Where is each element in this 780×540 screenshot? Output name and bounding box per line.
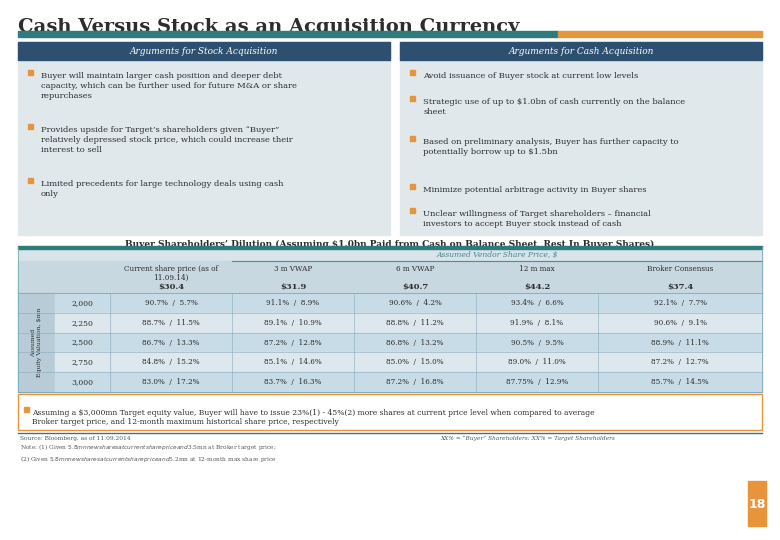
Text: 90.7%  /  5.7%: 90.7% / 5.7%	[144, 299, 197, 307]
Text: $31.9: $31.9	[280, 283, 306, 291]
Text: 93.4%  /  6.6%: 93.4% / 6.6%	[511, 299, 563, 307]
Bar	[55, 372, 110, 392]
Text: Buyer Shareholders’ Dilution (Assuming $1.0bn Paid from Cash on Balance Sheet, R: Buyer Shareholders’ Dilution (Assuming $…	[126, 240, 654, 249]
Text: Arguments for Stock Acquisition: Arguments for Stock Acquisition	[129, 46, 278, 56]
Text: XX% = “Buyer” Shareholders; XX% = Target Shareholders: XX% = “Buyer” Shareholders; XX% = Target…	[440, 436, 615, 441]
Text: Avoid issuance of Buyer stock at current low levels: Avoid issuance of Buyer stock at current…	[423, 72, 638, 80]
Bar	[18, 293, 55, 392]
Text: $40.7: $40.7	[402, 283, 428, 291]
Bar	[28, 70, 33, 75]
Text: Provides upside for Target’s shareholders given “Buyer”
relatively depressed sto: Provides upside for Target’s shareholder…	[41, 126, 292, 153]
Text: Current share price (as of
11.09.14): Current share price (as of 11.09.14)	[124, 265, 218, 282]
Text: 88.9%  /  11.1%: 88.9% / 11.1%	[651, 339, 709, 347]
Text: $44.2: $44.2	[524, 283, 550, 291]
Text: Broker Consensus: Broker Consensus	[647, 265, 713, 273]
Text: 2,250: 2,250	[72, 319, 94, 327]
Bar	[410, 96, 415, 101]
Text: 83.0%  /  17.2%: 83.0% / 17.2%	[142, 378, 200, 386]
Text: Strategic use of up to $1.0bn of cash currently on the balance
sheet: Strategic use of up to $1.0bn of cash cu…	[423, 98, 685, 116]
Bar	[410, 184, 415, 189]
Bar	[18, 247, 762, 392]
Text: 91.1%  /  8.9%: 91.1% / 8.9%	[267, 299, 320, 307]
Text: 2,000: 2,000	[72, 299, 94, 307]
Bar	[18, 31, 558, 37]
Text: Assuming a $3,000mn Target equity value, Buyer will have to issue 23%(1) - 45%(2: Assuming a $3,000mn Target equity value,…	[32, 409, 594, 426]
Text: 83.7%  /  16.3%: 83.7% / 16.3%	[264, 378, 321, 386]
Text: 87.2%  /  12.8%: 87.2% / 12.8%	[264, 339, 322, 347]
Text: 89.1%  /  10.9%: 89.1% / 10.9%	[264, 319, 322, 327]
Bar	[18, 42, 390, 235]
Bar	[410, 70, 415, 75]
Bar	[410, 208, 415, 213]
Text: 2,500: 2,500	[72, 339, 94, 347]
Text: 3,000: 3,000	[72, 378, 94, 386]
Text: Assumed
Equity Valuation, $mn: Assumed Equity Valuation, $mn	[31, 308, 42, 377]
Text: 85.7%  /  14.5%: 85.7% / 14.5%	[651, 378, 709, 386]
Text: 3 m VWAP: 3 m VWAP	[274, 265, 312, 273]
Text: 85.1%  /  14.6%: 85.1% / 14.6%	[264, 359, 322, 366]
Bar	[110, 293, 762, 313]
Text: 91.9%  /  8.1%: 91.9% / 8.1%	[510, 319, 564, 327]
Bar	[55, 313, 110, 333]
Text: 2,750: 2,750	[72, 359, 94, 366]
Bar	[55, 353, 110, 372]
Bar	[400, 42, 762, 235]
Text: 88.8%  /  11.2%: 88.8% / 11.2%	[386, 319, 444, 327]
Text: 88.7%  /  11.5%: 88.7% / 11.5%	[142, 319, 200, 327]
Text: 85.0%  /  15.0%: 85.0% / 15.0%	[386, 359, 444, 366]
Text: 92.1%  /  7.7%: 92.1% / 7.7%	[654, 299, 707, 307]
Text: 87.2%  /  16.8%: 87.2% / 16.8%	[386, 378, 444, 386]
Text: Assumed Vendor Share Price, $: Assumed Vendor Share Price, $	[436, 251, 558, 259]
Text: 86.8%  /  13.2%: 86.8% / 13.2%	[386, 339, 444, 347]
Bar	[18, 42, 390, 60]
Bar	[110, 333, 762, 353]
Bar	[24, 407, 29, 412]
Text: Buyer will maintain larger cash position and deeper debt
capacity, which can be : Buyer will maintain larger cash position…	[41, 72, 297, 99]
Text: 86.7%  /  13.3%: 86.7% / 13.3%	[142, 339, 200, 347]
Text: 6 m VWAP: 6 m VWAP	[395, 265, 434, 273]
Bar	[55, 293, 110, 392]
Bar	[748, 481, 766, 526]
Bar	[410, 136, 415, 141]
Text: Minimize potential arbitrage activity in Buyer shares: Minimize potential arbitrage activity in…	[423, 186, 647, 194]
Bar	[232, 249, 762, 261]
Text: 87.75%  /  12.9%: 87.75% / 12.9%	[506, 378, 568, 386]
Text: 90.6%  /  4.2%: 90.6% / 4.2%	[388, 299, 441, 307]
Text: 100%s: 100%s	[80, 333, 85, 352]
Text: Arguments for Cash Acquisition: Arguments for Cash Acquisition	[509, 46, 654, 56]
Bar	[400, 42, 762, 60]
Bar	[18, 261, 762, 293]
Bar	[110, 372, 762, 392]
Text: 87.2%  /  12.7%: 87.2% / 12.7%	[651, 359, 709, 366]
Bar	[55, 293, 110, 313]
Text: 90.6%  /  9.1%: 90.6% / 9.1%	[654, 319, 707, 327]
Bar	[18, 394, 762, 430]
Text: Cash Versus Stock as an Acquisition Currency: Cash Versus Stock as an Acquisition Curr…	[18, 18, 519, 36]
Text: 84.8%  /  15.2%: 84.8% / 15.2%	[142, 359, 200, 366]
Text: 18: 18	[748, 497, 766, 510]
Bar	[18, 246, 762, 249]
Bar	[55, 333, 110, 353]
Bar	[28, 124, 33, 129]
Text: Based on preliminary analysis, Buyer has further capacity to
potentially borrow : Based on preliminary analysis, Buyer has…	[423, 138, 679, 156]
Text: Unclear willingness of Target shareholders – financial
investors to accept Buyer: Unclear willingness of Target shareholde…	[423, 210, 651, 228]
Text: $37.4: $37.4	[667, 283, 693, 291]
Text: 12 m max: 12 m max	[519, 265, 555, 273]
Text: 90.5%  /  9.5%: 90.5% / 9.5%	[511, 339, 563, 347]
Text: 89.0%  /  11.0%: 89.0% / 11.0%	[508, 359, 566, 366]
Bar	[558, 31, 762, 37]
Bar	[110, 313, 762, 333]
Bar	[28, 178, 33, 183]
Text: $30.4: $30.4	[158, 283, 184, 291]
Text: Limited precedents for large technology deals using cash
only: Limited precedents for large technology …	[41, 180, 283, 198]
Text: Source: Bloomberg, as of 11.09.2014
Note: (1) Given $5.8mn new shares at current: Source: Bloomberg, as of 11.09.2014 Note…	[20, 436, 277, 464]
Bar	[110, 353, 762, 372]
